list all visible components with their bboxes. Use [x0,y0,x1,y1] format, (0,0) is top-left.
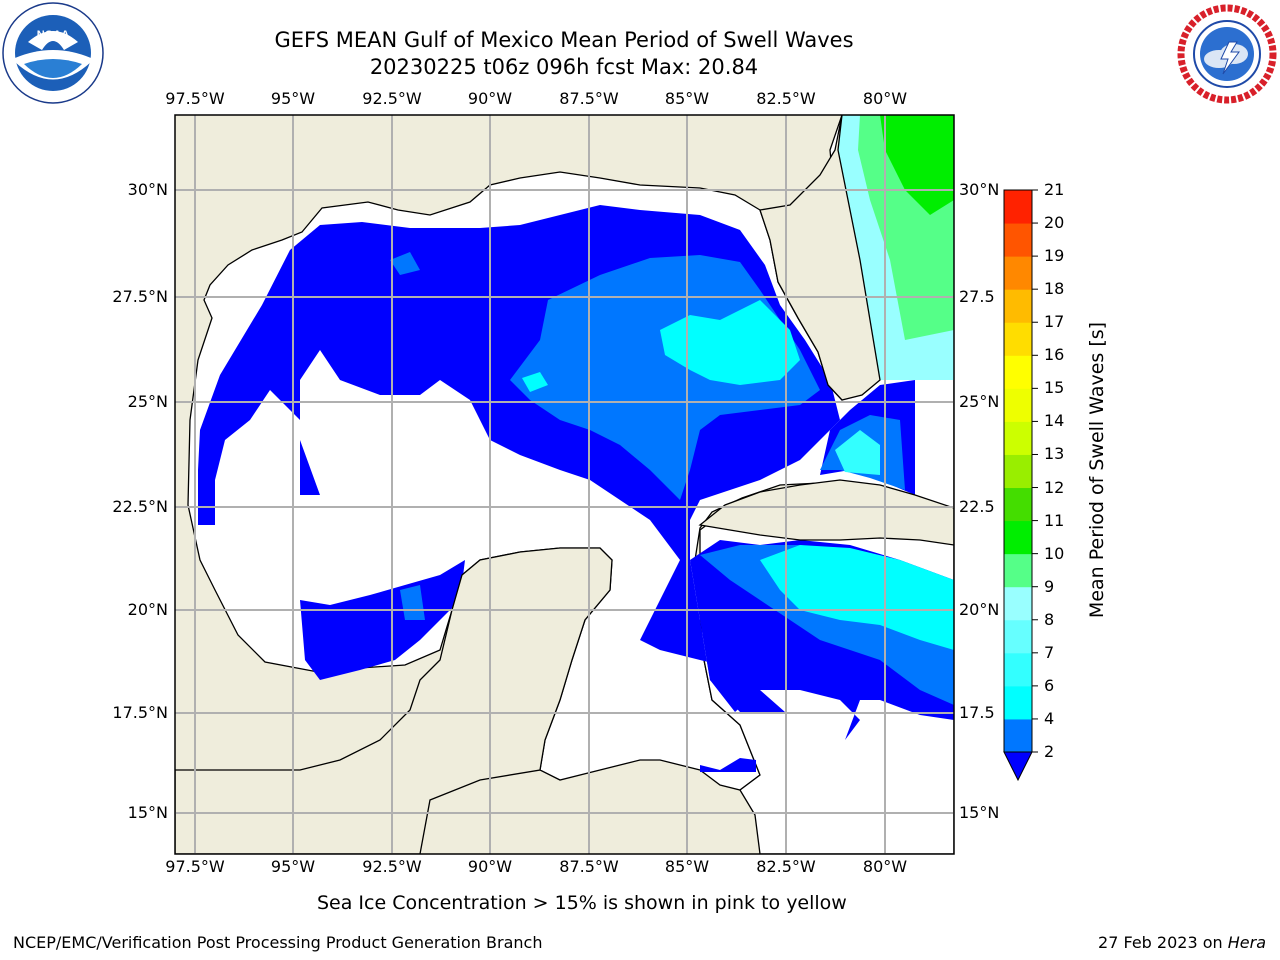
colorbar-frame [1003,189,1033,753]
swell-field-4-6-east [835,430,880,475]
colorbar [1003,189,1038,782]
lon-label-bottom: 82.5°W [756,857,816,876]
colorbar-tick-label: 10 [1044,543,1065,563]
colorbar-swatch [1004,454,1032,489]
colorbar-tick-label: 9 [1044,576,1055,596]
lat-label-right: 22.5 [959,497,995,516]
colorbar-tick-label: 6 [1044,675,1055,695]
chart-title: GEFS MEAN Gulf of Mexico Mean Period of … [274,28,854,52]
map-frame [174,114,955,855]
colorbar-swatch [1004,355,1032,389]
lat-label-right: 30°N [959,180,1000,199]
colorbar-swatch [1004,652,1032,687]
lon-label-bottom: 92.5°W [362,857,422,876]
colorbar-swatch [1004,388,1032,422]
swell-field-yucatan-blob [700,758,756,772]
colorbar-tick-label: 16 [1044,345,1065,365]
colorbar-swatch [1004,190,1032,224]
lon-label-top: 87.5°W [559,89,619,108]
map-area [175,115,954,854]
colorbar-tick-label: 14 [1044,411,1065,431]
nws-logo [1177,4,1277,104]
lon-label-top: 95°W [270,89,316,108]
colorbar-tick-label: 8 [1044,609,1055,629]
colorbar-tick-label: 11 [1044,510,1065,530]
swell-field-2-4-west [390,252,420,275]
colorbar-tick-label: 13 [1044,444,1065,464]
colorbar-swatch [1004,289,1032,323]
colorbar-tick-label: 2 [1044,742,1055,761]
lat-label-right: 25°N [959,392,1000,411]
colorbar-tick-label: 18 [1044,279,1065,299]
lon-label-bottom: 97.5°W [165,857,225,876]
footer-machine: Hera [1227,933,1266,952]
lat-label-left: 27.5°N [112,287,168,306]
swell-field-4-6-caribbean [760,545,954,650]
lon-label-bottom: 90°W [467,857,513,876]
florida [759,115,881,401]
lon-label-top: 92.5°W [362,89,422,108]
swell-field-4-6-spot [522,372,548,392]
lon-label-top: 82.5°W [756,89,816,108]
colorbar-swatch [1004,487,1032,522]
colorbar-swatch [1004,553,1032,588]
swell-field-2-4-south [400,585,425,620]
graticule [175,115,954,854]
colorbar-swatch [1004,322,1032,356]
noaa-logo: NOAA [2,2,104,104]
colorbar-swatch [1004,223,1032,257]
lat-label-left: 25°N [127,392,168,411]
noaa-logo-text: NOAA [37,29,69,41]
lat-label-right: 15°N [959,803,1000,822]
lat-label-left: 17.5°N [112,703,168,722]
lat-label-left: 22.5°N [112,497,168,516]
footer-date-text: 27 Feb 2023 on [1098,933,1228,952]
colorbar-tick-label: 21 [1044,180,1065,199]
lon-label-bottom: 85°W [664,857,710,876]
swell-field-4-6 [660,300,800,385]
lat-label-left: 15°N [127,803,168,822]
colorbar-swatch [1004,619,1032,654]
lon-label-top: 85°W [664,89,710,108]
lon-label-top: 90°W [467,89,513,108]
colorbar-tick-label: 15 [1044,378,1065,398]
lon-label-bottom: 80°W [862,857,908,876]
footer-date: 27 Feb 2023 on Hera [1098,933,1266,952]
sea-ice-note: Sea Ice Concentration > 15% is shown in … [317,892,847,914]
colorbar-tick-label: 19 [1044,246,1065,266]
colorbar-swatch [1004,685,1032,720]
lat-label-left: 30°N [127,180,168,199]
colorbar-tick-label: 20 [1044,213,1065,233]
lon-label-top: 80°W [862,89,908,108]
colorbar-swatch [1004,718,1032,753]
lat-label-right: 27.5 [959,287,995,306]
lat-label-left: 20°N [127,600,168,619]
swell-field-low-south [300,560,465,680]
lon-label-bottom: 95°W [270,857,316,876]
yucatan [175,547,613,854]
colorbar-swatch [1004,520,1032,555]
colorbar-extend-arrow [1003,751,1033,782]
colorbar-tick-label: 17 [1044,312,1065,332]
footer-credit: NCEP/EMC/Verification Post Processing Pr… [13,933,543,952]
colorbar-swatch [1004,256,1032,290]
chart-subtitle: 20230225 t06z 096h fcst Max: 20.84 [369,55,759,79]
cuba [698,479,954,546]
colorbar-tick-label: 12 [1044,477,1065,497]
lat-label-right: 17.5 [959,703,995,722]
lon-label-bottom: 87.5°W [559,857,619,876]
colorbar-swatch [1004,586,1032,621]
colorbar-tick-label: 7 [1044,642,1055,662]
lat-label-right: 20°N [959,600,1000,619]
colorbar-swatch [1004,421,1032,455]
colorbar-tick-label: 4 [1044,708,1055,728]
colorbar-label: Mean Period of Swell Waves [s] [1086,321,1108,619]
lon-label-top: 97.5°W [165,89,225,108]
